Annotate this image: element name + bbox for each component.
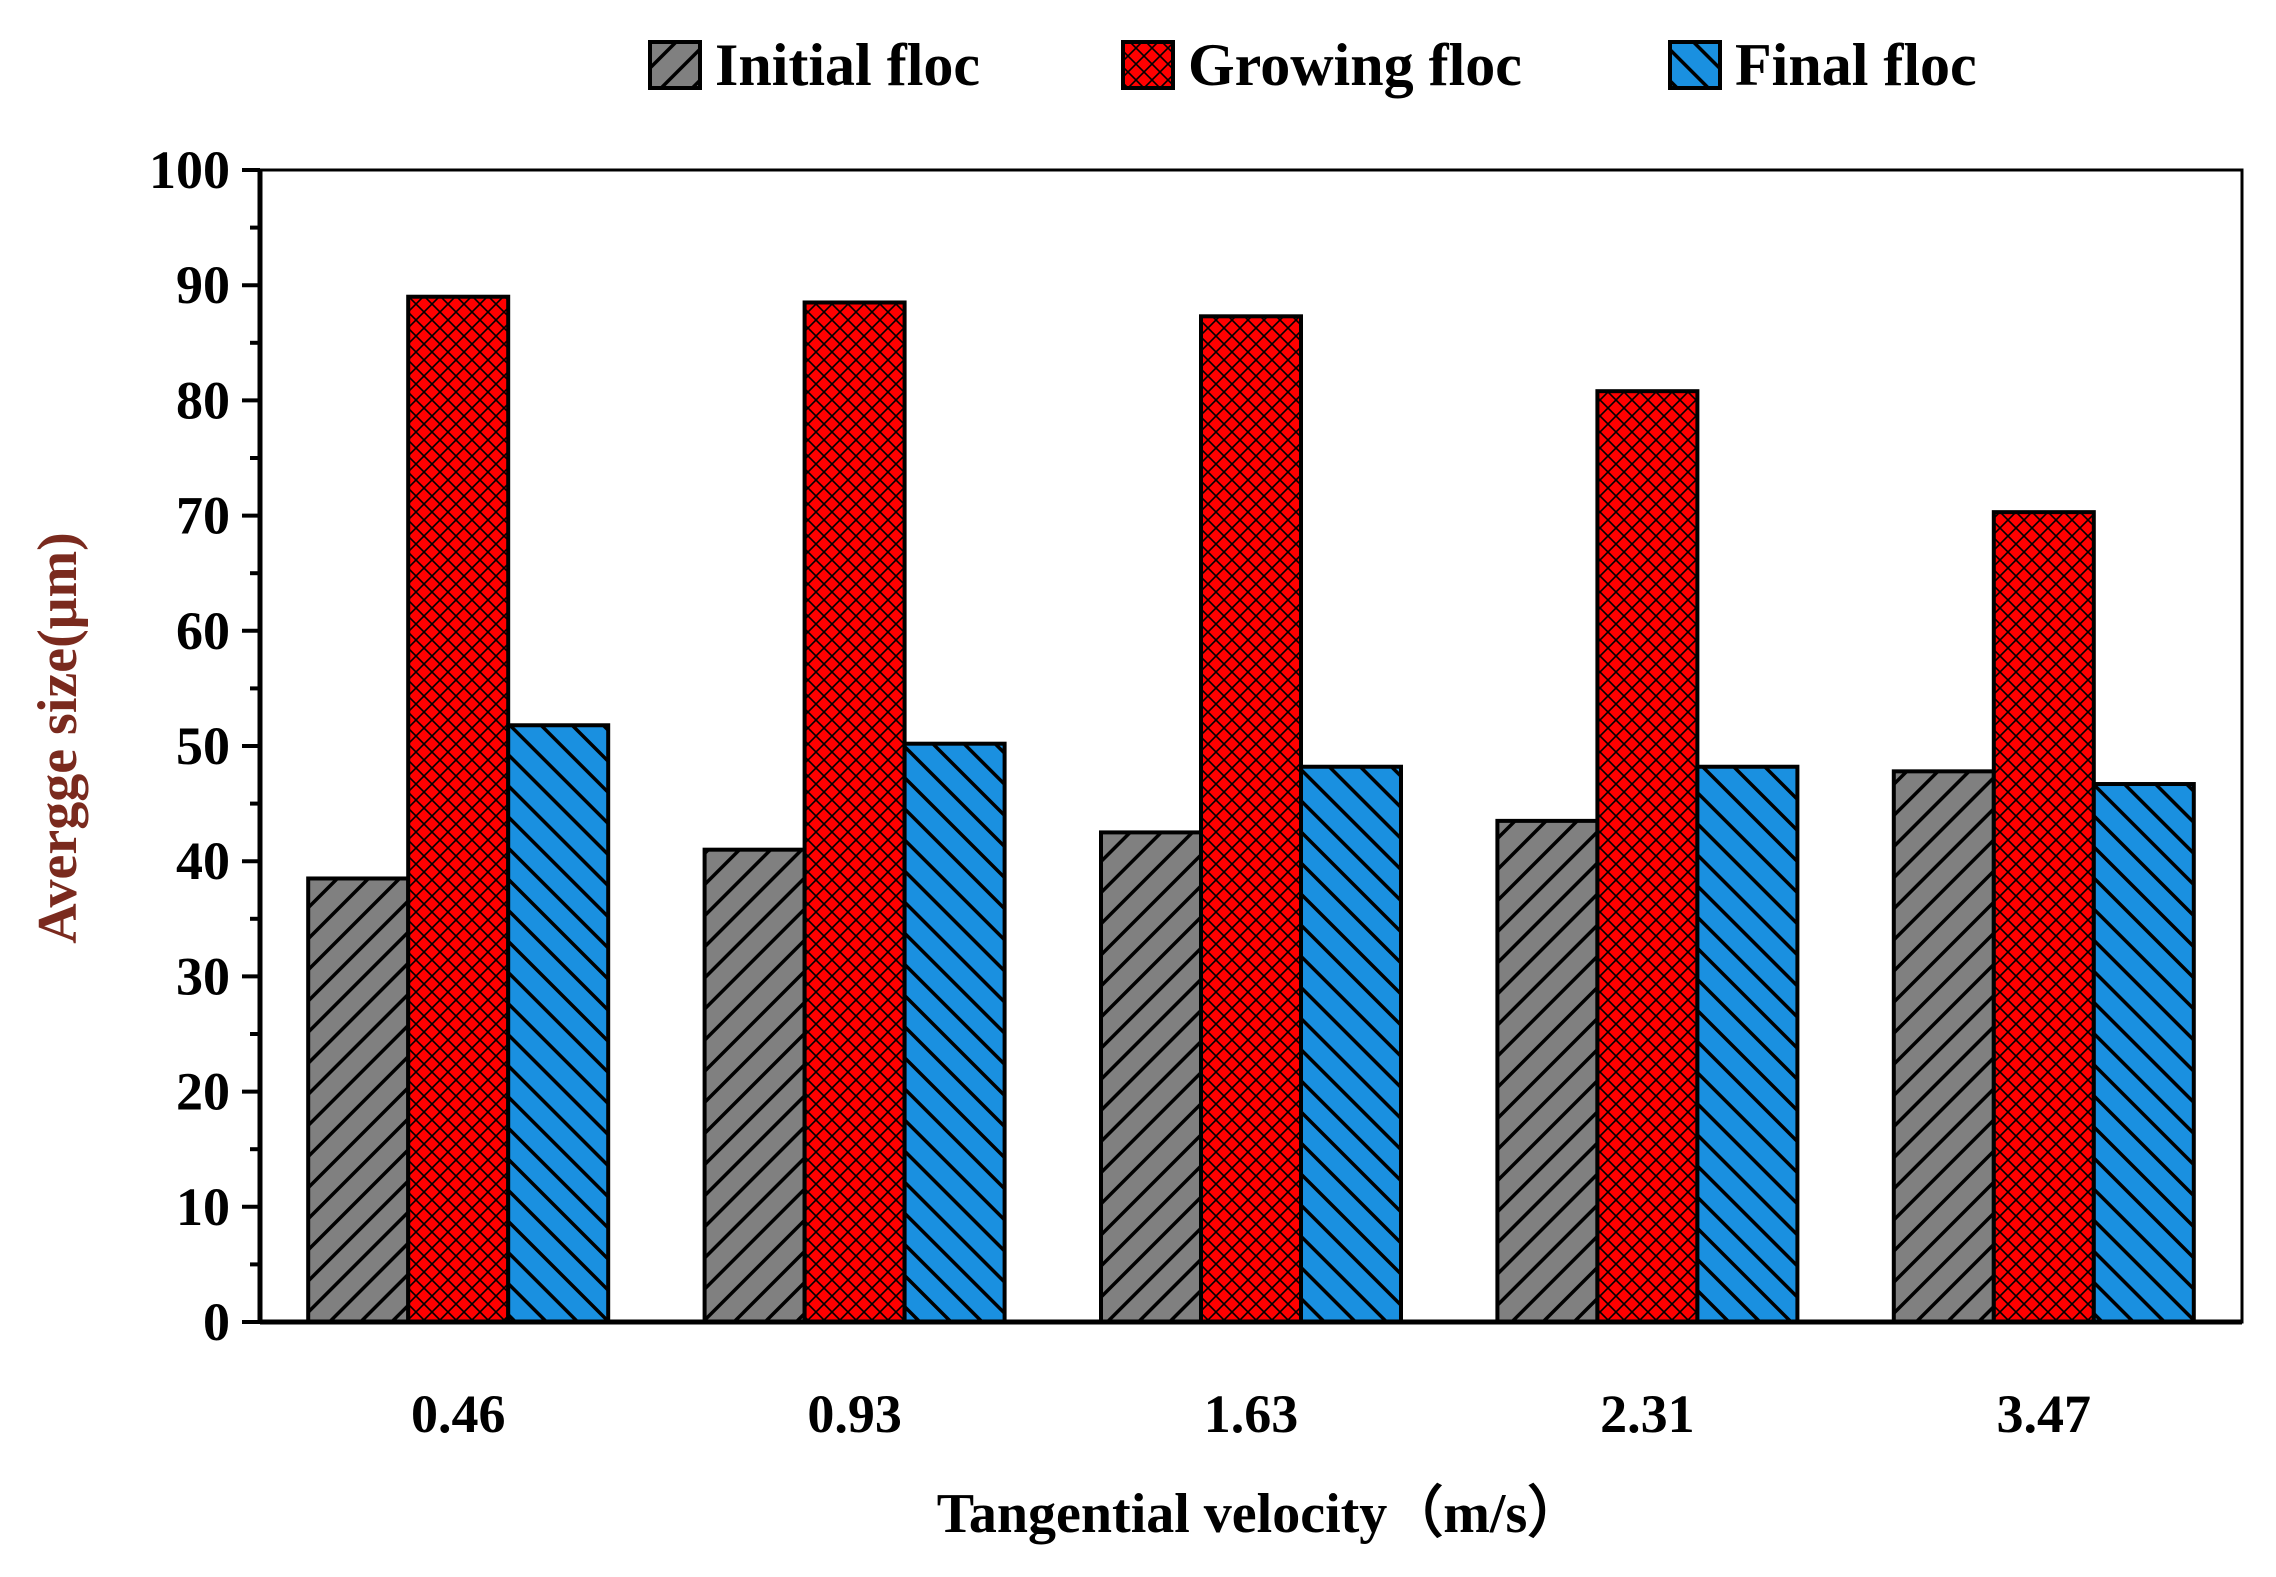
x-tick-label: 1.63 — [1204, 1384, 1299, 1444]
bar-final-3.47 — [2091, 782, 2196, 1324]
legend-swatch-growing — [1121, 40, 1175, 90]
y-tick-label: 40 — [176, 831, 230, 891]
legend-item-growing: Growing floc — [1121, 32, 1522, 98]
bar-group — [306, 294, 2196, 1325]
y-tick-label: 30 — [176, 946, 230, 1006]
bar-growing-1.63 — [1199, 314, 1303, 1324]
legend-label-final: Final floc — [1735, 32, 1977, 98]
y-tick-label: 60 — [176, 601, 230, 661]
x-axis-title: Tangential velocity（m/s） — [937, 1482, 1584, 1545]
y-tick-label: 80 — [176, 370, 230, 430]
x-tick-label: 3.47 — [1997, 1384, 2092, 1444]
bar-growing-0.93 — [802, 300, 907, 1325]
y-tick-label: 90 — [176, 255, 230, 315]
legend-label-initial: Initial floc — [715, 32, 980, 98]
bar-initial-0.93 — [702, 847, 807, 1324]
x-tick-label: 0.93 — [807, 1384, 902, 1444]
bar-initial-2.31 — [1495, 818, 1600, 1324]
bar-final-1.63 — [1299, 764, 1403, 1324]
bar-growing-0.46 — [406, 294, 511, 1325]
y-tick-label: 20 — [176, 1062, 230, 1122]
x-tick-label: 0.46 — [411, 1384, 506, 1444]
y-tick-label: 0 — [203, 1292, 230, 1352]
legend-swatch-final — [1668, 40, 1722, 90]
bar-growing-2.31 — [1595, 389, 1700, 1324]
bar-growing-3.47 — [1991, 510, 2096, 1324]
y-tick-label: 10 — [176, 1177, 230, 1237]
y-axis-title: Avergge size(μm) — [27, 532, 89, 944]
legend-item-initial: Initial floc — [648, 32, 980, 98]
legend-swatch-initial — [648, 40, 702, 90]
bar-final-0.46 — [506, 723, 611, 1324]
y-axis-ticks: 0 10 20 30 40 50 60 70 80 90 100 — [149, 140, 260, 1352]
x-tick-label: 2.31 — [1600, 1384, 1695, 1444]
y-tick-label: 50 — [176, 716, 230, 776]
legend-label-growing: Growing floc — [1188, 32, 1522, 98]
legend: Initial floc Growing floc Final floc — [648, 32, 1977, 98]
bar-final-2.31 — [1695, 764, 1800, 1324]
bar-initial-3.47 — [1891, 769, 1996, 1324]
bar-initial-1.63 — [1099, 830, 1203, 1325]
y-tick-label: 100 — [149, 140, 230, 200]
bar-initial-0.46 — [306, 876, 411, 1324]
legend-item-final: Final floc — [1668, 32, 1977, 98]
y-tick-label: 70 — [176, 486, 230, 546]
x-axis-ticks: 0.46 0.93 1.63 2.31 3.47 — [411, 1384, 2091, 1444]
bar-final-0.93 — [902, 741, 1007, 1324]
